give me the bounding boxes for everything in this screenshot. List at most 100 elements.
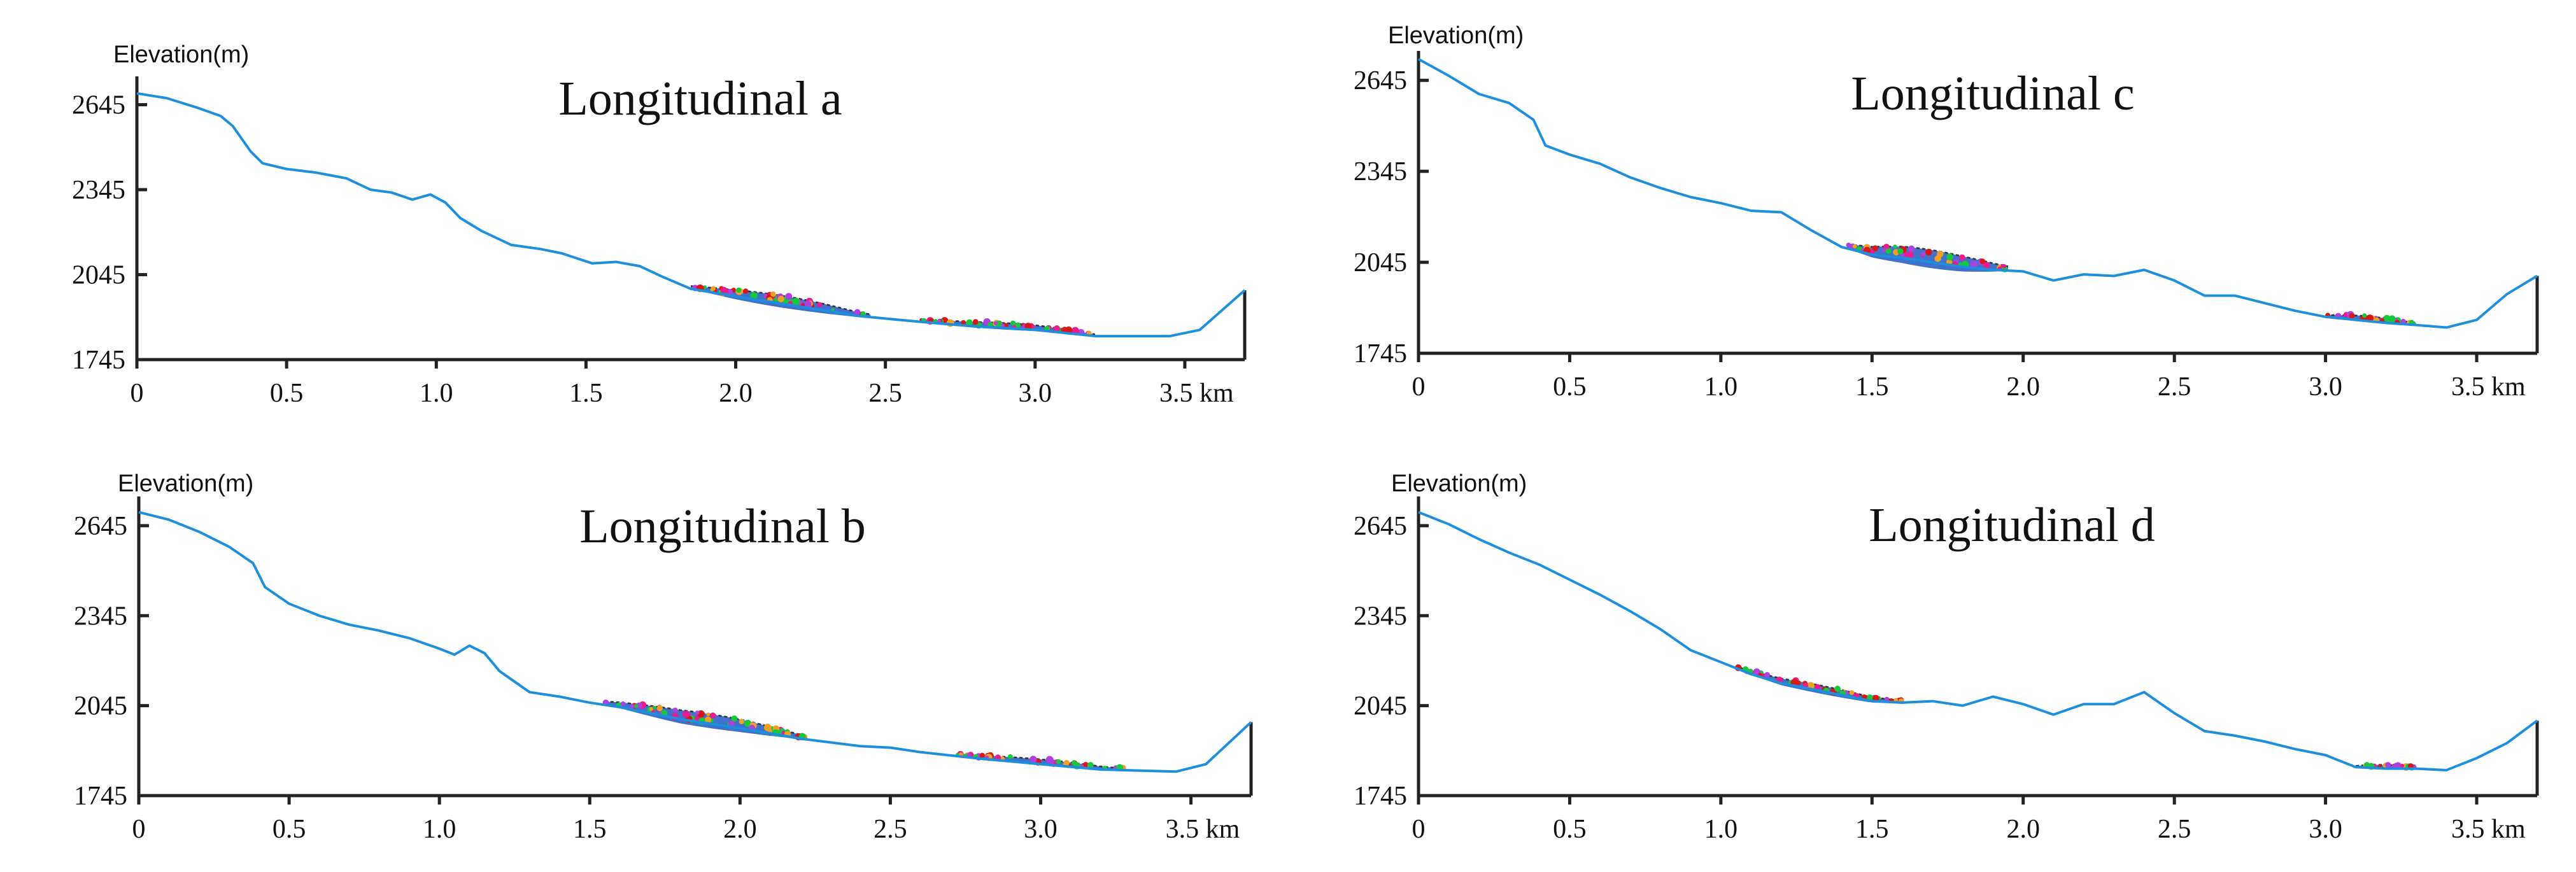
y-tick-label: 2645: [74, 512, 127, 541]
deposit-particle: [1925, 248, 1932, 256]
terrain-profile-line: [138, 510, 1252, 773]
x-tick-label: 3.0: [1019, 379, 1052, 408]
deposit-particle: [792, 297, 800, 306]
panel-longitudinal-b: Elevation(m) Longitudinal b 1745 2045 2345…: [74, 470, 1253, 844]
deposit-particle: [1849, 690, 1855, 695]
deposit-particle: [706, 712, 711, 717]
x-tick-label: 2.0: [2006, 815, 2040, 844]
deposit-particle: [1790, 680, 1796, 686]
deposit-particle: [2385, 762, 2391, 768]
deposit-particle: [1936, 251, 1944, 258]
x-tick-label: 0: [1412, 372, 1426, 402]
panel-longitudinal-a: Elevation(m) Longitudinal a 1745 2045 2345…: [72, 41, 1247, 408]
x-tick-label: 0.5: [270, 379, 304, 408]
deposit-particle: [1082, 762, 1089, 768]
x-tick-label: 3.5 km: [2451, 815, 2526, 844]
deposit-particle: [711, 286, 716, 291]
deposit-particle: [620, 701, 626, 707]
chart-title: Longitudinal a: [558, 72, 842, 125]
deposit-particle: [777, 295, 784, 303]
chart-title: Longitudinal c: [1851, 67, 2134, 120]
deposit-particle: [683, 710, 690, 718]
deposit-particle: [1884, 696, 1890, 701]
terrain-profile-line: [136, 92, 1246, 338]
deposit-particle: [1979, 258, 1986, 265]
deposit-particle: [1983, 262, 1991, 269]
x-tick-label: 2.5: [2158, 815, 2191, 844]
y-tick-label: 1745: [1354, 782, 1407, 811]
y-tick-label: 2345: [72, 176, 125, 205]
y-axis-title: Elevation(m): [1388, 22, 1524, 49]
y-tick-label: 2345: [1354, 157, 1407, 186]
deposit-particle: [1061, 327, 1065, 332]
deposit-particle: [767, 728, 772, 733]
x-tick-label: 2.0: [723, 815, 757, 844]
panel-longitudinal-d: Elevation(m) Longitudinal d 1745 2045 2345…: [1354, 470, 2539, 844]
deposit-particle: [2400, 763, 2405, 768]
x-tick-label: 3.5 km: [2451, 372, 2526, 402]
deposit-particle: [1897, 248, 1904, 255]
deposit-particle: [1007, 754, 1013, 759]
y-tick-label: 2645: [1354, 66, 1407, 95]
deposit-particle: [1921, 251, 1926, 257]
deposit-particle: [2349, 313, 2355, 319]
deposit-particle: [1885, 248, 1890, 253]
y-tick-label: 1745: [74, 782, 127, 811]
x-tick-label: 2.5: [868, 379, 902, 408]
x-tick-label: 2.0: [2006, 372, 2040, 402]
x-tick-label: 1.0: [1704, 815, 1738, 844]
panel-longitudinal-c: Elevation(m) Longitudinal c 1745 2045 2345…: [1354, 22, 2539, 402]
deposit-particle: [633, 704, 639, 708]
deposit-particle: [785, 293, 793, 300]
deposit-particle: [649, 707, 654, 711]
y-tick-label: 2645: [72, 90, 125, 120]
deposit-particle: [1958, 254, 1965, 261]
x-tick-label: 3.0: [2309, 815, 2342, 844]
chart-title: Longitudinal d: [1869, 498, 2155, 552]
deposit-particle: [1804, 682, 1808, 687]
y-tick-label: 2345: [74, 601, 127, 631]
x-tick-label: 3.5 km: [1159, 379, 1234, 408]
deposit-particle: [694, 715, 700, 722]
deposit-particle: [720, 286, 728, 294]
deposit-particle: [736, 287, 742, 293]
deposit-particle: [652, 705, 657, 710]
x-tick-label: 1.0: [423, 815, 456, 844]
y-tick-label: 2045: [1354, 248, 1407, 278]
deposit-particle: [1872, 245, 1878, 251]
deposit-particle: [1045, 756, 1054, 764]
x-tick-label: 3.0: [1024, 815, 1058, 844]
deposit-particle: [1852, 244, 1857, 249]
terrain-profile-line: [1418, 58, 2538, 329]
deposit-particle: [2393, 763, 2398, 768]
deposit-particle: [728, 720, 735, 727]
deposit-particle: [1834, 686, 1841, 692]
deposit-particle: [1063, 760, 1070, 766]
y-tick-label: 1745: [72, 346, 125, 375]
deposit-particle: [817, 302, 823, 307]
deposit-particle: [630, 704, 635, 709]
deposit-particle: [854, 309, 861, 316]
x-tick-label: 3.5 km: [1166, 815, 1240, 844]
deposit-particle: [1087, 762, 1094, 769]
terrain-profile-line: [1418, 510, 2538, 771]
x-tick-label: 1.0: [420, 379, 453, 408]
y-axis-title: Elevation(m): [118, 470, 253, 497]
deposit-particle: [1908, 245, 1915, 252]
deposit-particle: [750, 292, 758, 300]
y-tick-label: 2645: [1354, 512, 1407, 541]
deposit-particle: [966, 319, 973, 326]
deposit-particle: [1015, 322, 1021, 328]
x-tick-label: 1.0: [1704, 372, 1738, 402]
deposit-particle: [966, 752, 972, 757]
deposit-particle: [1764, 672, 1771, 678]
deposit-particle: [993, 321, 998, 326]
deposit-particle: [1970, 260, 1978, 269]
x-tick-label: 2.5: [2158, 372, 2191, 402]
deposit-particle: [695, 710, 700, 715]
deposit-particle: [1814, 684, 1821, 691]
y-tick-label: 1745: [1354, 339, 1407, 369]
y-tick-label: 2345: [1354, 601, 1407, 631]
x-tick-label: 0: [131, 379, 144, 408]
